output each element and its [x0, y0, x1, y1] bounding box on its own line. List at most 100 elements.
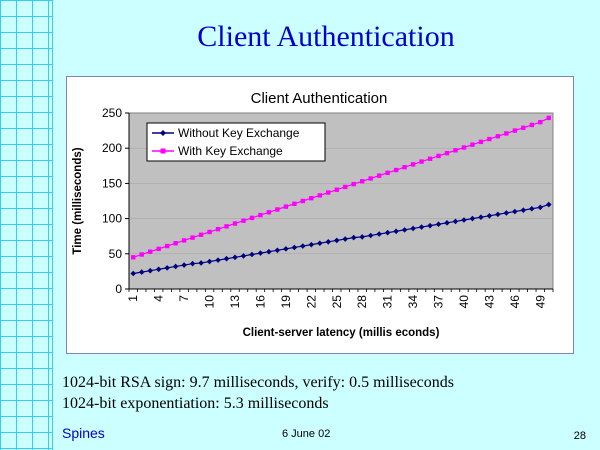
data-point — [393, 167, 399, 173]
data-point — [249, 215, 255, 221]
data-point — [376, 231, 382, 237]
x-axis-label: Client-server latency (millis econds) — [243, 327, 440, 339]
data-point — [521, 125, 526, 130]
data-point — [155, 266, 162, 273]
data-point — [512, 208, 518, 215]
data-point — [359, 234, 365, 240]
data-point — [198, 260, 204, 266]
x-tick-label: 16 — [253, 295, 267, 309]
x-tick-label: 49 — [533, 295, 547, 309]
data-point — [418, 224, 425, 230]
data-point — [453, 148, 458, 153]
x-tick-label: 7 — [177, 295, 191, 302]
data-point — [503, 210, 510, 216]
data-point — [529, 122, 534, 128]
data-point — [368, 176, 373, 181]
data-point — [138, 269, 145, 275]
data-point — [367, 232, 374, 239]
data-point — [258, 212, 263, 218]
data-point — [350, 234, 357, 241]
data-point — [529, 205, 535, 212]
y-tick-label: 0 — [115, 282, 122, 296]
data-point — [393, 228, 399, 235]
data-point — [384, 229, 391, 236]
data-point — [173, 241, 178, 246]
y-axis-label: Time (milliseconds) — [72, 147, 84, 254]
series-layer — [130, 115, 552, 277]
data-point — [274, 247, 281, 254]
legend-marker-with — [160, 148, 166, 154]
data-point — [266, 210, 272, 215]
data-point — [512, 128, 518, 133]
data-point — [436, 153, 441, 159]
data-point — [241, 218, 246, 223]
data-point — [317, 240, 323, 247]
slide-title: Client Authentication — [197, 20, 455, 53]
data-point — [147, 267, 153, 274]
data-point — [452, 218, 459, 225]
data-point — [427, 222, 433, 229]
y-tick-label: 250 — [102, 106, 122, 120]
data-point — [444, 220, 450, 226]
x-tick-label: 28 — [355, 295, 369, 309]
x-tick-label: 19 — [279, 295, 293, 309]
data-point — [427, 156, 433, 161]
data-point — [461, 217, 467, 223]
data-point — [504, 131, 509, 136]
data-point — [131, 255, 136, 260]
data-point — [478, 139, 484, 145]
data-point — [410, 162, 416, 167]
data-point — [469, 215, 476, 222]
data-point — [181, 262, 187, 268]
x-tick-label: 37 — [432, 295, 446, 309]
data-point — [172, 263, 179, 270]
data-point — [546, 115, 551, 121]
x-axis-ticks: 1 4 7 10 13 16 19 22 25 28 31 34 37 40 43 46 49 — [126, 288, 554, 309]
data-point — [401, 227, 408, 233]
data-point — [215, 257, 221, 263]
data-point — [495, 211, 501, 218]
data-point — [249, 251, 255, 258]
data-point — [181, 238, 187, 243]
data-point — [376, 173, 382, 178]
data-point — [148, 249, 153, 254]
data-point — [232, 221, 238, 226]
legend-label-with: With Key Exchange — [178, 144, 283, 158]
x-tick-label: 43 — [482, 295, 496, 309]
grid-background — [0, 0, 53, 450]
data-point — [435, 221, 442, 228]
y-tick-label: 150 — [102, 176, 122, 190]
x-tick-label: 10 — [203, 295, 217, 309]
x-tick-label: 46 — [508, 295, 522, 309]
data-point — [164, 265, 170, 271]
y-tick-label: 50 — [109, 247, 123, 261]
data-point — [351, 181, 356, 187]
data-point — [410, 225, 416, 232]
footer-date: 6 June 02 — [282, 428, 331, 440]
legend-label-without: Without Key Exchange — [178, 126, 300, 140]
data-point — [275, 207, 280, 212]
data-point — [537, 204, 544, 211]
data-point — [300, 198, 306, 204]
data-point — [495, 134, 501, 139]
data-point — [257, 250, 264, 256]
x-tick-label: 1 — [126, 295, 140, 302]
y-tick-label: 200 — [102, 141, 122, 155]
line-chart: Client Authentication 0 50 100 150 200 250 1 4… — [72, 90, 554, 339]
data-point — [343, 184, 348, 190]
data-point — [385, 170, 390, 176]
data-point — [232, 254, 238, 261]
data-point — [309, 195, 314, 201]
x-tick-label: 13 — [228, 295, 242, 309]
data-point — [223, 255, 230, 262]
data-point — [444, 150, 450, 156]
y-axis-ticks: 0 50 100 150 200 250 — [102, 106, 130, 296]
data-point — [207, 229, 212, 235]
data-point — [206, 258, 213, 265]
data-point — [402, 165, 407, 170]
data-point — [139, 252, 144, 257]
data-point — [461, 145, 467, 150]
data-point — [156, 246, 161, 252]
data-point — [325, 239, 332, 245]
data-point — [520, 207, 527, 213]
